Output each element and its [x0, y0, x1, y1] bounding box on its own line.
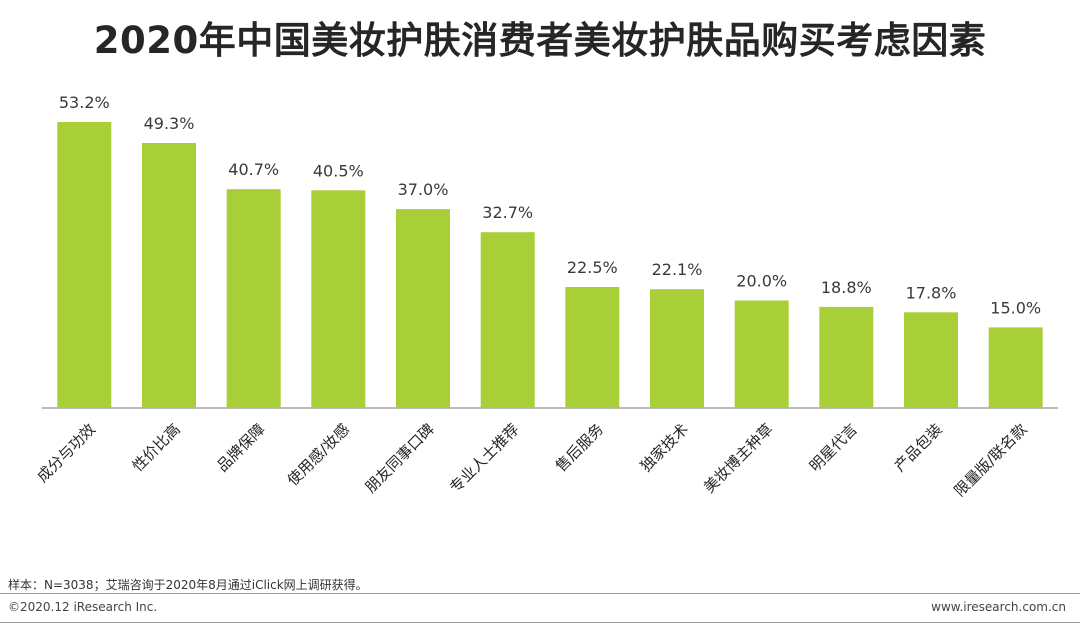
bar [226, 189, 281, 408]
category-label: 朋友同事口碑 [361, 420, 437, 496]
data-label: 40.7% [228, 160, 279, 179]
bar [396, 209, 450, 408]
category-label: 成分与功效 [33, 420, 99, 486]
bar [565, 287, 620, 408]
bar [734, 300, 789, 408]
website-link[interactable]: www.iresearch.com.cn [931, 600, 1066, 614]
category-label: 专业人士推荐 [446, 420, 522, 496]
bar [819, 306, 874, 408]
category-label: 使用感/妆感 [284, 420, 353, 489]
data-label: 37.0% [398, 180, 449, 199]
category-label: 产品包装 [891, 420, 946, 475]
bar [988, 327, 1043, 408]
bar-chart: 53.2% 成分与功效 49.3% 性价比高 40.7% 品牌保障 40.5% 使用感/妆感 3… [33, 93, 1058, 500]
data-label: 22.1% [652, 260, 703, 279]
category-label: 品牌保障 [213, 420, 268, 475]
footer-divider-top [0, 593, 1080, 594]
data-label: 40.5% [313, 161, 364, 180]
data-label: 49.3% [144, 114, 195, 133]
bar [57, 122, 112, 408]
category-label: 售后服务 [552, 420, 607, 475]
data-label: 53.2% [59, 93, 110, 112]
data-label: 18.8% [821, 278, 872, 297]
bar [311, 190, 366, 408]
bar [650, 289, 704, 408]
data-label: 17.8% [906, 283, 957, 302]
bar [904, 312, 958, 408]
sample-note: 样本：N=3038；艾瑞咨询于2020年8月通过iClick网上调研获得。 [8, 578, 368, 592]
bar [142, 143, 196, 408]
data-label: 20.0% [736, 272, 787, 291]
category-label: 独家技术 [637, 420, 692, 475]
category-label: 限量版/联名款 [951, 420, 1031, 500]
data-label: 22.5% [567, 258, 618, 277]
data-label: 15.0% [990, 298, 1041, 317]
category-label: 美妆博主种草 [700, 420, 776, 496]
data-label: 32.7% [482, 203, 533, 222]
footer-divider-bottom [0, 622, 1080, 623]
category-label: 性价比高 [129, 420, 184, 475]
chart-title: 2020年中国美妆护肤消费者美妆护肤品购买考虑因素 [93, 19, 987, 62]
category-label: 明星代言 [806, 420, 861, 475]
copyright-text: ©2020.12 iResearch Inc. [8, 600, 158, 614]
bar [480, 232, 535, 408]
